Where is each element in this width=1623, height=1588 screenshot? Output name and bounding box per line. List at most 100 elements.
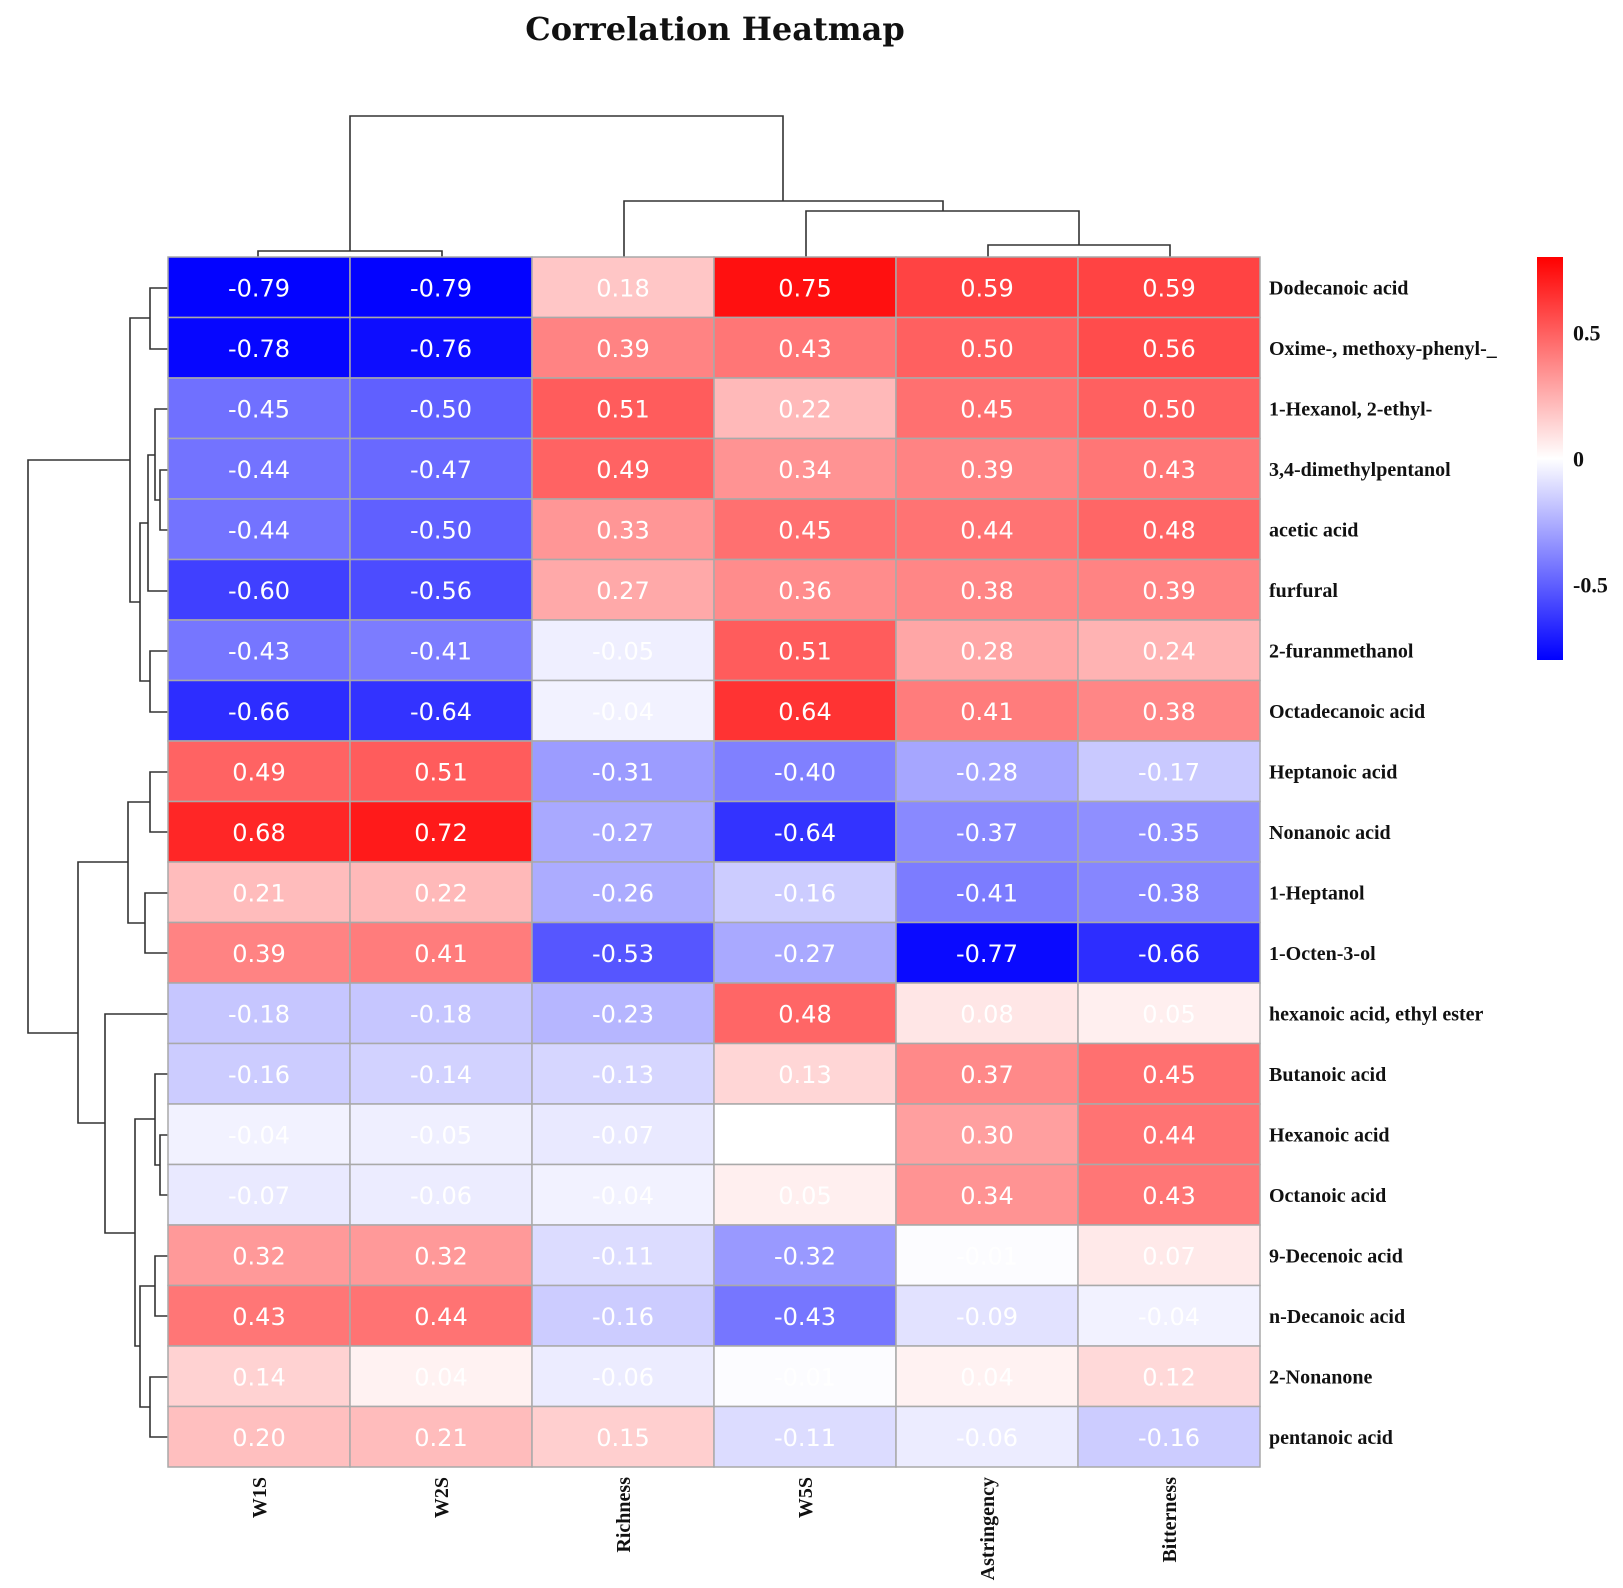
cell-value-label: 0.24 xyxy=(1142,637,1195,665)
cell-value-label: -0.32 xyxy=(774,1242,836,1270)
cell-value-label: 0.21 xyxy=(414,1424,467,1452)
heatmap-cell xyxy=(1077,679,1261,742)
cell-value-label: -0.41 xyxy=(956,879,1018,907)
cell-value-label: 0.34 xyxy=(778,456,831,484)
row-label: furfural xyxy=(1269,580,1338,602)
heatmap-cell xyxy=(531,921,715,984)
cell-value-label: -0.44 xyxy=(228,516,290,544)
cell-value-label: -0.37 xyxy=(956,819,1018,847)
heatmap-cell xyxy=(1077,316,1261,379)
heatmap-cell xyxy=(1077,1405,1261,1468)
cell-value-label: 0.18 xyxy=(596,274,649,302)
heatmap-cell xyxy=(1077,256,1261,319)
heatmap-cell xyxy=(1077,861,1261,924)
cell-value-label: -0.01 xyxy=(956,1242,1018,1270)
heatmap-cell xyxy=(167,1224,351,1287)
cell-value-label: 0.59 xyxy=(1142,274,1195,302)
cell-value-label: -0.27 xyxy=(592,819,654,847)
row-label: 1-Heptanol xyxy=(1269,882,1365,904)
cell-value-label: 0.12 xyxy=(1142,1363,1195,1391)
row-label: acetic acid xyxy=(1269,519,1358,541)
cell-value-label: 0.72 xyxy=(414,819,467,847)
column-label: W2S xyxy=(431,1477,453,1518)
heatmap-cell xyxy=(167,256,351,319)
cell-value-label: -0.18 xyxy=(228,1000,290,1028)
legend-tick-label: 0 xyxy=(1573,447,1584,472)
cell-value-label: 0.22 xyxy=(778,395,831,423)
cell-value-label: 0.51 xyxy=(596,395,649,423)
cell-value-label: -0.60 xyxy=(228,577,290,605)
col-dendro-link-w5s-astr-bitt xyxy=(805,210,1080,257)
heatmap-cell xyxy=(349,921,533,984)
cell-value-label: 0.48 xyxy=(778,1000,831,1028)
heatmap-cell xyxy=(895,1163,1079,1226)
cell-value-label: -0.17 xyxy=(1138,758,1200,786)
cell-value-label: -0.16 xyxy=(1138,1424,1200,1452)
heatmap-cell-labels: -0.79 -0.79 0.18 0.75 0.59 0.59 -0.78 -0.76 0.39… xyxy=(228,274,1200,1452)
cell-value-label: 0.22 xyxy=(414,879,467,907)
row-label: 1-Hexanol, 2-ethyl- xyxy=(1269,398,1432,420)
heatmap-cell xyxy=(713,1345,897,1408)
heatmap-cell xyxy=(531,498,715,561)
cell-value-label: -0.09 xyxy=(956,1303,1018,1331)
cell-value-label: -0.05 xyxy=(592,637,654,665)
cell-value-label: 0.14 xyxy=(232,1363,285,1391)
heatmap-cell xyxy=(531,1103,715,1166)
row-label: 3,4-dimethylpentanol xyxy=(1269,459,1451,481)
cell-value-label: -0.43 xyxy=(228,637,290,665)
heatmap-cell xyxy=(713,1224,897,1287)
heatmap-cell xyxy=(895,377,1079,440)
cell-value-label: 0.41 xyxy=(414,940,467,968)
col-dendro-link-root xyxy=(349,115,784,251)
heatmap-cell xyxy=(531,740,715,803)
heatmap-cell xyxy=(713,1163,897,1226)
color-legend: 0.5 0 -0.5 xyxy=(1537,257,1608,660)
heatmap-cell xyxy=(531,377,715,440)
heatmap-cell xyxy=(713,619,897,682)
legend-tick-label: -0.5 xyxy=(1573,572,1608,597)
cell-value-label: 0.04 xyxy=(414,1363,467,1391)
heatmap-cell xyxy=(1077,1224,1261,1287)
cell-value-label: -0.04 xyxy=(592,698,654,726)
cell-value-label: -0.04 xyxy=(1138,1303,1200,1331)
cell-value-label: -0.14 xyxy=(410,1061,472,1089)
row-label: Butanoic acid xyxy=(1269,1064,1386,1086)
cell-value-label: 0.41 xyxy=(960,698,1013,726)
cell-value-label: 0.05 xyxy=(778,1182,831,1210)
heatmap-cell xyxy=(167,316,351,379)
cell-value-label: -0.78 xyxy=(228,335,290,363)
row-dendro-link xyxy=(144,892,168,954)
cell-value-label: 0.43 xyxy=(232,1303,285,1331)
heatmap-cell xyxy=(895,558,1079,621)
cell-value-label: 0.50 xyxy=(960,335,1013,363)
row-dendro-link xyxy=(149,771,168,833)
heatmap-cell xyxy=(1077,437,1261,500)
cell-value-label: 0.49 xyxy=(596,456,649,484)
row-label: n-Decanoic acid xyxy=(1269,1306,1405,1328)
heatmap-cell xyxy=(895,316,1079,379)
cell-value-label: 0.37 xyxy=(960,1061,1013,1089)
heatmap-cell xyxy=(349,1224,533,1287)
cell-value-label: -0.66 xyxy=(228,698,290,726)
cell-value-label: -0.07 xyxy=(592,1121,654,1149)
row-dendro-link xyxy=(159,1134,168,1196)
heatmap-cell xyxy=(713,316,897,379)
cell-value-label: 0.39 xyxy=(596,335,649,363)
cell-value-label: -0.50 xyxy=(410,516,472,544)
cell-value-label: 0.30 xyxy=(960,1121,1013,1149)
cell-value-label: -0.16 xyxy=(592,1303,654,1331)
cell-value-label: -0.27 xyxy=(774,940,836,968)
heatmap-cell xyxy=(531,861,715,924)
cell-value-label: -0.05 xyxy=(410,1121,472,1149)
cell-value-label: 0.45 xyxy=(960,395,1013,423)
heatmap-cell xyxy=(895,740,1079,803)
heatmap-cell xyxy=(713,1405,897,1468)
heatmap-cell xyxy=(895,800,1079,863)
heatmap-cell xyxy=(349,740,533,803)
heatmap-cell xyxy=(349,800,533,863)
color-legend-bar xyxy=(1537,257,1563,660)
heatmap-cell xyxy=(895,1405,1079,1468)
cell-value-label: -0.11 xyxy=(592,1242,654,1270)
cell-value-label: 0.38 xyxy=(960,577,1013,605)
cell-value-label: -0.64 xyxy=(410,698,472,726)
